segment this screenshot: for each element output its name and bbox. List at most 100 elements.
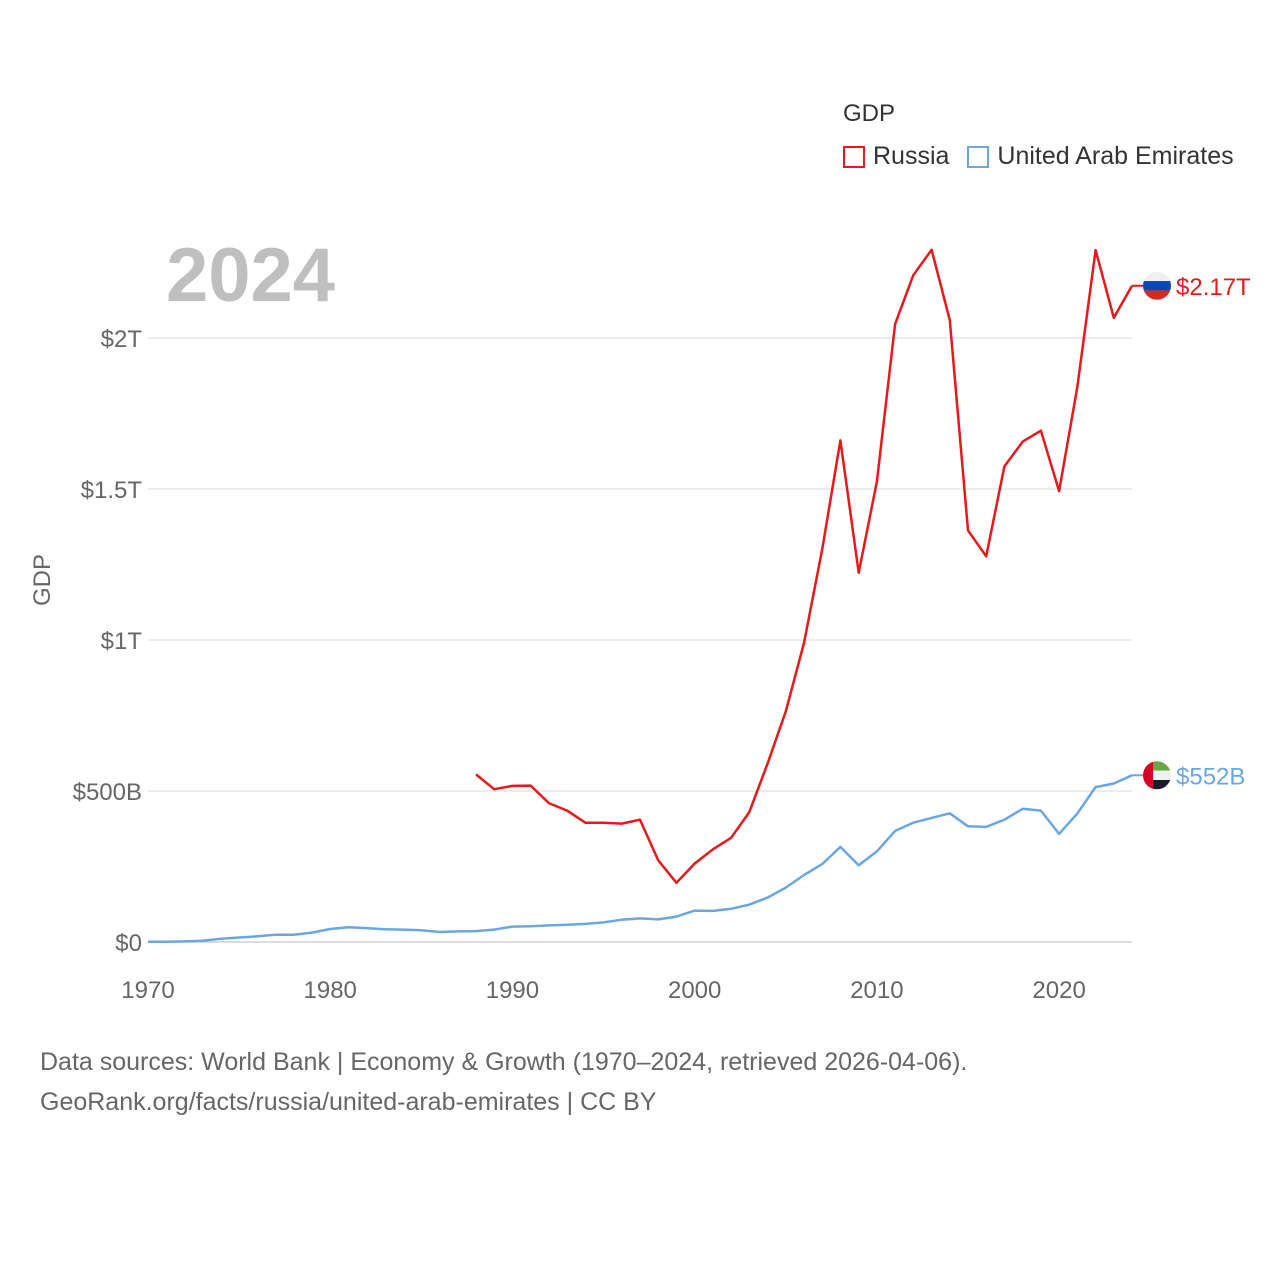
data-point[interactable]	[744, 807, 754, 817]
data-point[interactable]	[1018, 437, 1028, 447]
data-point[interactable]	[198, 936, 208, 946]
data-point[interactable]	[507, 781, 517, 791]
data-point[interactable]	[744, 900, 754, 910]
data-point[interactable]	[981, 551, 991, 561]
data-point[interactable]	[526, 781, 536, 791]
data-point[interactable]	[835, 842, 845, 852]
data-point[interactable]	[690, 906, 700, 916]
data-point[interactable]	[854, 568, 864, 578]
data-point[interactable]	[999, 815, 1009, 825]
data-point[interactable]	[927, 245, 937, 255]
data-point[interactable]	[453, 926, 463, 936]
data-point[interactable]	[179, 936, 189, 946]
series-line[interactable]	[475, 248, 1134, 885]
y-tick-label: $2T	[101, 326, 143, 353]
data-point[interactable]	[489, 784, 499, 794]
data-point[interactable]	[489, 925, 499, 935]
data-point[interactable]	[653, 855, 663, 865]
data-point[interactable]	[945, 808, 955, 818]
series-line[interactable]	[148, 774, 1133, 943]
data-point[interactable]	[635, 815, 645, 825]
legend-item-uae[interactable]: United Arab Emirates	[967, 142, 1234, 171]
data-point[interactable]	[471, 769, 481, 779]
data-point[interactable]	[544, 920, 554, 930]
data-point[interactable]	[872, 476, 882, 486]
data-point[interactable]	[617, 915, 627, 925]
data-point[interactable]	[908, 270, 918, 280]
legend: Russia United Arab Emirates	[843, 142, 1252, 171]
data-point[interactable]	[890, 319, 900, 329]
data-point[interactable]	[580, 818, 590, 828]
data-point[interactable]	[216, 934, 226, 944]
data-point[interactable]	[708, 844, 718, 854]
data-point[interactable]	[398, 925, 408, 935]
data-point[interactable]	[835, 435, 845, 445]
source-note: Data sources: World Bank | Economy & Gro…	[40, 1042, 967, 1122]
data-point[interactable]	[799, 870, 809, 880]
data-point[interactable]	[671, 912, 681, 922]
data-point[interactable]	[1072, 382, 1082, 392]
data-point[interactable]	[890, 826, 900, 836]
data-point[interactable]	[781, 706, 791, 716]
data-point[interactable]	[380, 924, 390, 934]
data-point[interactable]	[963, 821, 973, 831]
data-point[interactable]	[562, 920, 572, 930]
data-point[interactable]	[1054, 829, 1064, 839]
data-point[interactable]	[963, 525, 973, 535]
data-point[interactable]	[1091, 245, 1101, 255]
data-point[interactable]	[161, 937, 171, 947]
data-point[interactable]	[416, 925, 426, 935]
data-point[interactable]	[362, 923, 372, 933]
data-point[interactable]	[817, 544, 827, 554]
data-point[interactable]	[343, 922, 353, 932]
data-point[interactable]	[435, 927, 445, 937]
data-point[interactable]	[1018, 804, 1028, 814]
data-point[interactable]	[325, 924, 335, 934]
data-point[interactable]	[580, 919, 590, 929]
data-point[interactable]	[599, 917, 609, 927]
data-point[interactable]	[817, 859, 827, 869]
data-point[interactable]	[289, 930, 299, 940]
data-point[interactable]	[690, 858, 700, 868]
data-point[interactable]	[271, 930, 281, 940]
data-point[interactable]	[1109, 778, 1119, 788]
data-point[interactable]	[1091, 782, 1101, 792]
data-point[interactable]	[599, 818, 609, 828]
data-point[interactable]	[143, 937, 153, 947]
data-point[interactable]	[617, 819, 627, 829]
data-point[interactable]	[908, 818, 918, 828]
data-point[interactable]	[252, 931, 262, 941]
data-point[interactable]	[307, 928, 317, 938]
data-point[interactable]	[544, 798, 554, 808]
data-point[interactable]	[1054, 486, 1064, 496]
data-point[interactable]	[708, 906, 718, 916]
data-point[interactable]	[1036, 426, 1046, 436]
data-point[interactable]	[653, 914, 663, 924]
data-point[interactable]	[1072, 809, 1082, 819]
data-point[interactable]	[945, 315, 955, 325]
data-point[interactable]	[799, 638, 809, 648]
data-point[interactable]	[635, 913, 645, 923]
data-point[interactable]	[1109, 313, 1119, 323]
data-point[interactable]	[526, 921, 536, 931]
data-point[interactable]	[726, 904, 736, 914]
data-point[interactable]	[1036, 806, 1046, 816]
source-line-2[interactable]: GeoRank.org/facts/russia/united-arab-emi…	[40, 1088, 657, 1116]
data-point[interactable]	[763, 893, 773, 903]
legend-item-russia[interactable]: Russia	[843, 142, 949, 171]
data-point[interactable]	[854, 860, 864, 870]
data-point[interactable]	[927, 813, 937, 823]
x-tick-label: 2010	[850, 977, 903, 1004]
data-point[interactable]	[781, 883, 791, 893]
data-point[interactable]	[872, 846, 882, 856]
data-point[interactable]	[562, 806, 572, 816]
data-point[interactable]	[507, 922, 517, 932]
data-point[interactable]	[234, 932, 244, 942]
data-point[interactable]	[763, 759, 773, 769]
data-point[interactable]	[999, 461, 1009, 471]
data-point[interactable]	[981, 822, 991, 832]
data-point[interactable]	[726, 833, 736, 843]
data-point[interactable]	[471, 926, 481, 936]
data-point[interactable]	[671, 878, 681, 888]
